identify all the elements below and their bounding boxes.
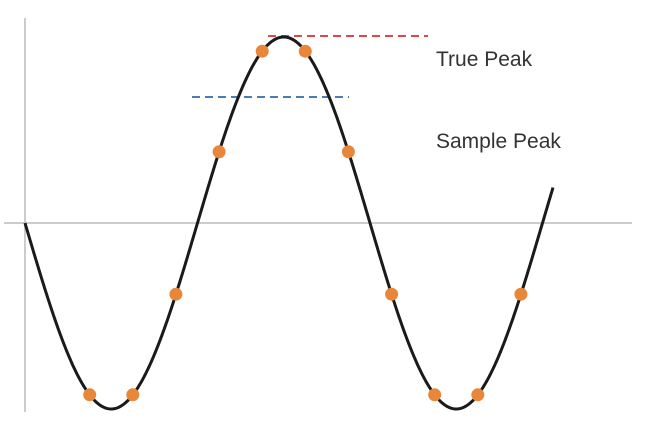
- sample-point: [385, 287, 399, 301]
- sample-point: [341, 145, 355, 159]
- sample-point: [514, 287, 528, 301]
- sample-point: [83, 388, 97, 402]
- sample-point: [169, 287, 183, 301]
- sample-points: [83, 44, 528, 402]
- sample-point: [471, 388, 485, 402]
- sample-point: [298, 44, 312, 58]
- waveform-curve: [23, 35, 555, 411]
- sample-peak-label: Sample Peak: [436, 130, 561, 153]
- sample-point: [126, 388, 140, 402]
- sample-point: [428, 388, 442, 402]
- sample-point: [255, 44, 269, 58]
- true-peak-label: True Peak: [436, 48, 533, 71]
- sample-point: [212, 145, 226, 159]
